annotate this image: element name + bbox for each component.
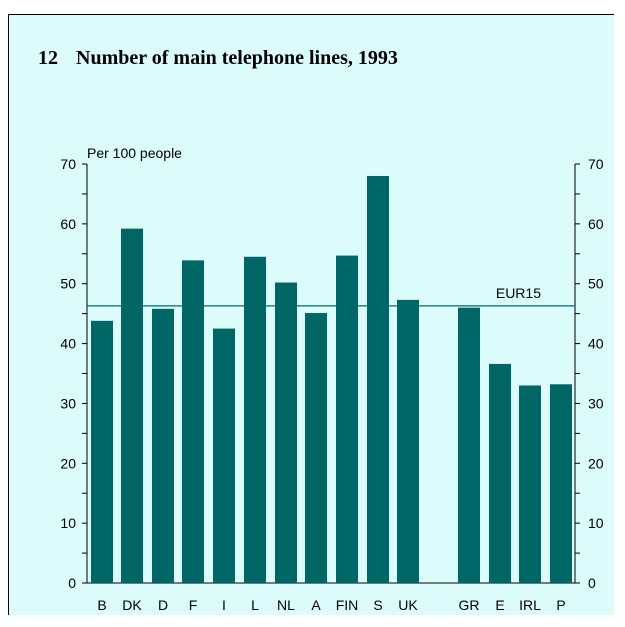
x-tick-label-nl: NL (277, 597, 295, 613)
x-tick-label-i: I (222, 597, 226, 613)
x-tick-label-uk: UK (398, 597, 418, 613)
chart-title-text: Number of main telephone lines, 1993 (76, 47, 398, 69)
bar-dk (121, 228, 143, 583)
x-tick-label-fin: FIN (336, 597, 359, 613)
y-tick-label-left: 50 (60, 276, 76, 292)
y-tick-label-left: 0 (68, 575, 76, 591)
reference-line-layer: EUR15 (87, 285, 575, 307)
x-tick-label-f: F (189, 597, 198, 613)
chart-number: 12 (38, 47, 58, 69)
y-tick-label-right: 40 (588, 336, 604, 352)
y-tick-label-right: 20 (588, 455, 604, 471)
y-tick-label-right: 0 (588, 575, 596, 591)
bar-e (489, 363, 511, 583)
y-tick-label-left: 70 (60, 156, 76, 172)
x-tick-label-a: A (311, 597, 321, 613)
x-tick-label-p: P (556, 597, 565, 613)
x-tick-label-gr: GR (459, 597, 480, 613)
x-tick-label-irl: IRL (519, 597, 541, 613)
bars-layer: B DK D F I L NL A FIN S UK GR E IRL P (91, 175, 572, 613)
y-tick-label-right: 10 (588, 515, 604, 531)
bar-nl (275, 282, 297, 583)
x-tick-label-dk: DK (122, 597, 142, 613)
reference-line-label: EUR15 (496, 285, 541, 301)
bar-b (91, 320, 113, 583)
bar-fin (336, 255, 358, 583)
bar-s (367, 175, 389, 583)
y-axis-label: Per 100 people (87, 145, 182, 161)
bar-irl (519, 385, 541, 583)
bar-f (182, 260, 204, 583)
bar-a (305, 313, 327, 583)
x-tick-label-b: B (97, 597, 106, 613)
bar-uk (397, 299, 419, 583)
y-tick-label-right: 50 (588, 276, 604, 292)
y-tick-label-left: 10 (60, 515, 76, 531)
y-tick-label-right: 30 (588, 395, 604, 411)
chart-title: 12 Number of main telephone lines, 1993 (38, 47, 398, 70)
x-tick-label-e: E (495, 597, 504, 613)
y-tick-label-left: 20 (60, 455, 76, 471)
bar-l (244, 256, 266, 583)
bar-gr (458, 307, 480, 583)
bar-p (550, 384, 572, 583)
y-tick-label-left: 40 (60, 336, 76, 352)
y-tick-label-right: 70 (588, 156, 604, 172)
bar-d (152, 308, 174, 583)
y-tick-label-left: 30 (60, 395, 76, 411)
bar-i (213, 328, 235, 583)
x-tick-label-l: L (251, 597, 259, 613)
x-tick-label-s: S (373, 597, 382, 613)
y-tick-label-left: 60 (60, 216, 76, 232)
y-tick-label-right: 60 (588, 216, 604, 232)
x-tick-label-d: D (158, 597, 168, 613)
